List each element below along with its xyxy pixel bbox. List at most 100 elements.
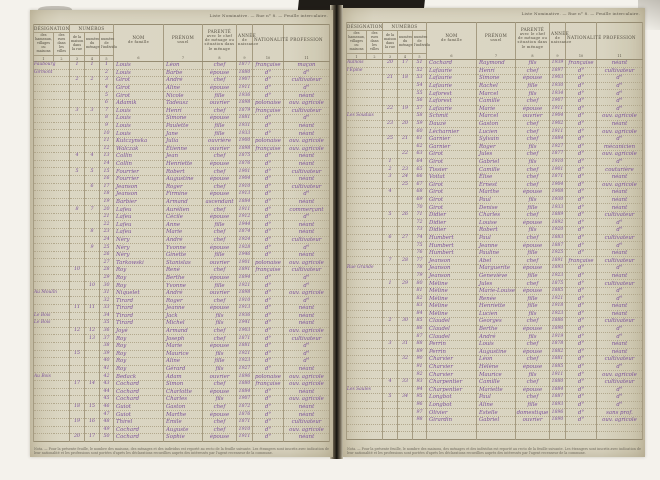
cell-profession: sans prof.	[596, 408, 643, 417]
cell-designation	[346, 332, 383, 341]
cell-parente: fils	[202, 350, 237, 359]
cell-nom: Roy	[113, 357, 164, 366]
cell-designation	[33, 258, 70, 268]
cell-nationalite: d°	[252, 167, 284, 176]
cell-individu: 87	[412, 332, 427, 341]
cell-individu: 88	[412, 340, 427, 349]
cell-menage	[84, 84, 100, 93]
cell-individu: 77	[412, 256, 427, 266]
cell-individu: 24	[99, 236, 114, 245]
cell-nationalite: polonaise	[252, 137, 284, 146]
cell-profession: cultivateur	[596, 317, 643, 326]
cell-designation	[33, 205, 70, 214]
cell-annee: 1903	[549, 74, 566, 83]
cell-prenom: Estelle	[476, 408, 516, 417]
cell-nationalite: d°	[252, 213, 284, 222]
cell-annee: 1879	[236, 107, 253, 116]
cell-designation	[33, 198, 70, 207]
designation-group-header: DÉSIGNATION	[33, 24, 70, 33]
cell-menage: 14	[84, 380, 100, 389]
cell-menage	[84, 258, 100, 268]
cell-nom: Louis	[113, 122, 164, 131]
cell-designation	[346, 287, 383, 296]
cell-menage	[84, 342, 100, 351]
cell-nationalite: d°	[252, 426, 284, 435]
cell-designation	[346, 340, 383, 349]
cell-profession: d°	[596, 97, 643, 106]
cell-nationalite: d°	[565, 120, 597, 129]
cell-maison	[382, 370, 398, 379]
cell-prenom: Gabriel	[476, 158, 516, 167]
cell-annee: 1941	[236, 319, 253, 328]
cell-designation: Les Soudais	[346, 112, 383, 121]
cell-maison: 20	[382, 59, 398, 68]
cell-nationalite: d°	[252, 357, 284, 366]
cell-maison	[69, 426, 85, 435]
cell-menage: 8	[84, 228, 100, 237]
register-row: 10 28 Roy René chef 1891 française cultivateur	[33, 266, 330, 275]
cell-parente: épouse	[202, 190, 237, 199]
cell-nationalite: d°	[565, 74, 597, 83]
cell-designation	[346, 188, 383, 197]
hameaux-subheader: des hameaux, villages ou maisons	[33, 32, 54, 56]
cell-profession: néant	[283, 228, 330, 237]
cell-individu: 41	[99, 365, 114, 374]
cell-maison	[69, 357, 85, 366]
register-row: 3 24 66 Voitat Élise chef 1871 d° néant	[346, 173, 643, 182]
cell-prenom: Cécile	[163, 213, 203, 222]
cell-nom: Laforest	[426, 89, 477, 98]
cell-maison: 4	[69, 152, 85, 161]
cell-nationalite: française	[565, 256, 597, 266]
cell-menage	[397, 97, 413, 106]
cell-parente: fils	[515, 143, 550, 152]
cell-designation	[33, 296, 70, 305]
cell-profession: d°	[283, 69, 330, 78]
cell-parente: chef	[515, 279, 550, 288]
cell-annee: 1904	[549, 181, 566, 190]
cell-nationalite: d°	[252, 152, 284, 161]
menage-subheader: numéro du ménage	[397, 30, 413, 54]
cell-parente: fille	[202, 122, 237, 131]
cell-nationalite: d°	[565, 325, 597, 334]
cell-annee: 1931	[236, 122, 253, 131]
cell-annee: 1901	[549, 165, 566, 174]
cell-designation	[346, 82, 383, 91]
cell-nom: Girot	[426, 188, 477, 197]
cell-annee	[549, 431, 566, 440]
cell-nom: Girot	[426, 181, 477, 190]
cell-designation: Le Bois	[33, 319, 70, 328]
cell-designation	[33, 228, 70, 237]
cell-nationalite: d°	[252, 289, 284, 298]
cell-parente: fille	[515, 82, 550, 91]
cell-maison	[69, 129, 85, 138]
cell-profession: d°	[596, 294, 643, 303]
cell-profession: cultivateur	[283, 418, 330, 427]
cell-nom: Collin	[113, 152, 164, 161]
cell-parente: chef	[202, 403, 237, 412]
register-row: l'Épine 52 Lafaurie Henri chef 1897 d° cultivat…	[346, 67, 643, 76]
register-row: 12 12 36 Joyé Armand chef 1903 d° ouv. agricole	[33, 327, 330, 336]
cell-prenom: Roger	[163, 183, 203, 192]
cell-menage	[84, 69, 100, 78]
cell-profession: ouv. agricole	[596, 112, 643, 121]
cell-prenom: Pauline	[476, 249, 516, 258]
cell-prenom: Stanislas	[163, 258, 203, 268]
cell-nationalite: d°	[252, 350, 284, 359]
cell-nationalite: d°	[565, 196, 597, 205]
cell-maison	[69, 236, 85, 245]
cell-annee: 1898	[236, 99, 253, 108]
nationalite-header: NATIONALITÉ	[565, 22, 601, 54]
cell-profession: néant	[596, 203, 643, 212]
column-index: 5	[412, 53, 427, 60]
nom-header: NOM de famille	[113, 24, 164, 56]
cell-individu: 7	[99, 107, 114, 116]
cell-profession: d°	[596, 89, 643, 98]
cell-nationalite: d°	[565, 158, 597, 167]
register-row: 29 Roy Berthe épouse 1894 d° d°	[33, 274, 330, 283]
cell-profession: d°	[596, 82, 643, 91]
cell-annee: 1890	[549, 416, 566, 425]
cell-menage	[397, 431, 413, 440]
prenom-header: PRÉNOM usuel	[163, 24, 203, 56]
cell-nom: Louis	[113, 69, 164, 78]
cell-individu: 57	[412, 105, 427, 114]
